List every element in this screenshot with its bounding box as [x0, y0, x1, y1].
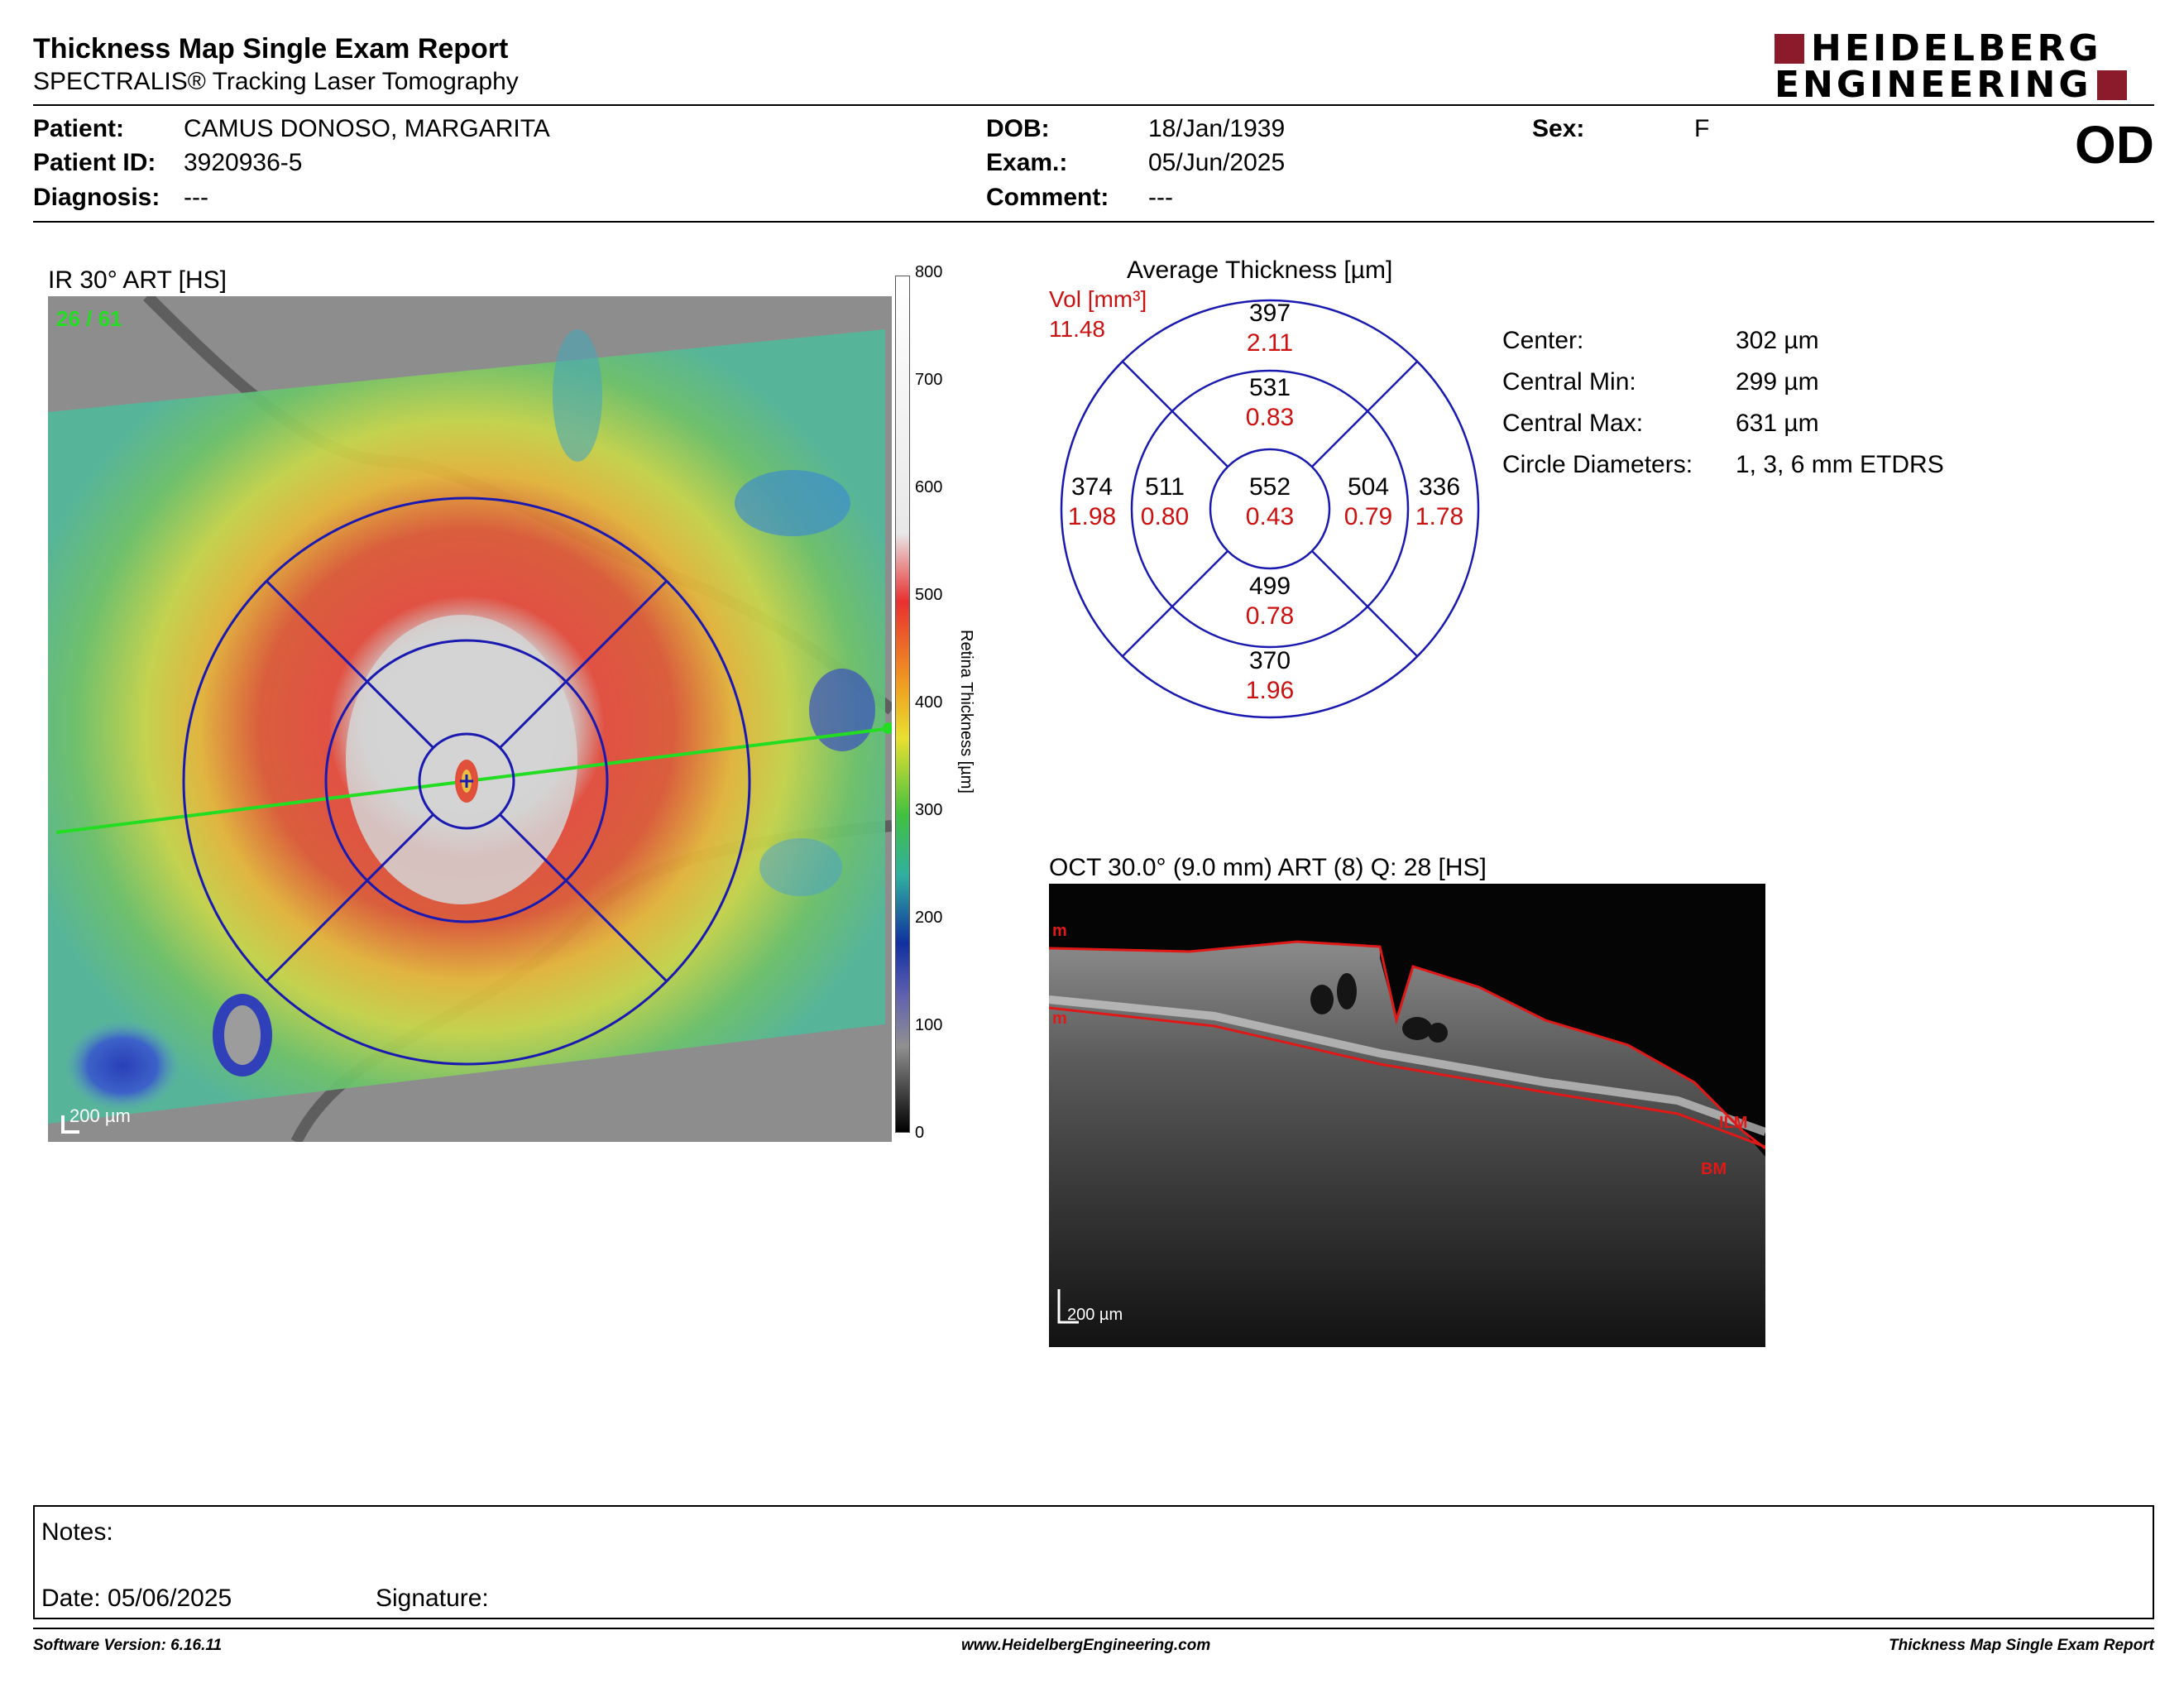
patient-id: 3920936-5	[184, 149, 303, 176]
colorbar-tick: 0	[915, 1124, 925, 1142]
report-subtitle: SPECTRALIS® Tracking Laser Tomography	[33, 68, 519, 95]
exam-date: 05/Jun/2025	[1148, 149, 1286, 176]
inner-inferior-thickness: 499	[1248, 573, 1291, 600]
inner-temporal-thickness: 511	[1145, 473, 1185, 501]
thickness-colorbar	[895, 276, 910, 1133]
colorbar-tick: 600	[915, 478, 943, 496]
patient-label: Patient:	[33, 115, 125, 142]
bm-label: BM	[1701, 1160, 1727, 1178]
metric-label: Circle Diameters:	[1502, 451, 1693, 478]
ir-image-title: IR 30° ART [HS]	[48, 266, 227, 294]
outer-inferior-volume: 1.96	[1245, 677, 1295, 704]
inner-nasal-thickness: 504	[1347, 473, 1390, 501]
signature-label: Signature:	[376, 1585, 489, 1612]
metric-label: Central Max:	[1502, 410, 1644, 437]
logo-line2: ENGINEERING	[1774, 64, 2092, 106]
metric-value: 299 µm	[1736, 368, 1819, 396]
ilm-layer-line	[1048, 940, 1766, 1150]
exam-label: Exam.:	[986, 149, 1068, 176]
ilm-label: ILM	[1719, 1114, 1748, 1132]
center-volume: 0.43	[1245, 503, 1295, 530]
report-title: Thickness Map Single Exam Report	[33, 33, 509, 65]
oct-scale-bar-icon	[1057, 1289, 1079, 1324]
outer-superior-volume: 2.11	[1246, 329, 1294, 357]
scale-bar-icon	[61, 1115, 79, 1134]
inner-superior-thickness: 531	[1248, 374, 1291, 401]
heidelberg-logo: HEIDELBERG ENGINEERING	[1774, 31, 2127, 103]
inner-inferior-volume: 0.78	[1245, 602, 1295, 630]
footer-divider	[33, 1628, 2154, 1629]
etdrs-title: Average Thickness [µm]	[1127, 257, 1393, 284]
website-link[interactable]: www.HeidelbergEngineering.com	[961, 1637, 1211, 1654]
oct-bscan-panel: m m ILM BM 200 µm	[1048, 884, 1767, 1347]
diagnosis-label: Diagnosis:	[33, 184, 160, 211]
comment-value: ---	[1148, 184, 1173, 211]
colorbar-tick: 800	[915, 263, 943, 281]
inner-nasal-volume: 0.79	[1343, 503, 1393, 530]
patient-id-label: Patient ID:	[33, 149, 156, 176]
thickness-map-panel: 26 / 61 200 µm	[48, 292, 896, 1145]
notes-label: Notes:	[41, 1518, 113, 1546]
outer-nasal-thickness: 336	[1418, 473, 1461, 501]
metric-value: 302 µm	[1736, 327, 1819, 354]
patient-name: CAMUS DONOSO, MARGARITA	[184, 115, 550, 142]
sex-value: F	[1694, 115, 1710, 142]
fovea-crosshair-icon	[460, 774, 473, 788]
etdrs-grid	[1060, 299, 1480, 719]
oct-bscan-image	[1048, 940, 1767, 1347]
oct-scale-bar-label: 200 µm	[1067, 1306, 1123, 1324]
etdrs-grid-overlay	[182, 496, 751, 1066]
sex-label: Sex:	[1532, 115, 1585, 142]
colorbar-tick: 200	[915, 909, 943, 927]
metric-label: Central Min:	[1502, 368, 1636, 396]
colorbar-label: Retina Thickness [µm]	[957, 630, 975, 794]
colorbar-tick: 500	[915, 586, 943, 604]
inner-temporal-volume: 0.80	[1140, 503, 1190, 530]
colorbar-tick: 700	[915, 371, 943, 389]
eye-laterality: OD	[2075, 115, 2154, 175]
metric-label: Center:	[1502, 327, 1584, 354]
ir-scale-bar-label: 200 µm	[69, 1105, 131, 1126]
outer-temporal-volume: 1.98	[1067, 503, 1117, 530]
colorbar-ticks: 800 700 600 500 400 300 200 100 0	[915, 263, 948, 1144]
software-version: Software Version: 6.16.11	[33, 1637, 223, 1654]
metric-value: 1, 3, 6 mm ETDRS	[1736, 451, 1944, 478]
diagnosis-value: ---	[184, 184, 208, 211]
colorbar-tick: 400	[915, 693, 943, 712]
dob-label: DOB:	[986, 115, 1050, 142]
comment-label: Comment:	[986, 184, 1109, 211]
center-thickness: 552	[1248, 473, 1291, 501]
inner-superior-volume: 0.83	[1245, 404, 1295, 431]
outer-temporal-thickness: 374	[1070, 473, 1114, 501]
colorbar-tick: 100	[915, 1016, 943, 1034]
metric-value: 631 µm	[1736, 410, 1819, 437]
bm-layer-line	[1048, 1006, 1766, 1149]
footer-report-name: Thickness Map Single Exam Report	[1889, 1637, 2154, 1654]
oct-title: OCT 30.0° (9.0 mm) ART (8) Q: 28 [HS]	[1049, 854, 1487, 881]
vol-label: Vol [mm³]	[1049, 286, 1147, 312]
dob-value: 18/Jan/1939	[1148, 115, 1286, 142]
logo-square-icon	[2096, 70, 2127, 100]
bm-marker-left: m	[1052, 1009, 1067, 1028]
ilm-marker-left: m	[1052, 922, 1067, 940]
header-divider	[33, 104, 2154, 106]
notes-date: Date: 05/06/2025	[41, 1585, 232, 1612]
logo-line1: HEIDELBERG	[1811, 27, 2102, 70]
patient-divider	[33, 221, 2154, 223]
notes-box: Notes: Date: 05/06/2025 Signature:	[33, 1505, 2154, 1619]
frame-counter: 26 / 61	[56, 306, 122, 331]
outer-superior-thickness: 397	[1248, 300, 1291, 327]
colorbar-tick: 300	[915, 801, 943, 819]
vol-total: 11.48	[1049, 316, 1105, 342]
thickness-map-image	[48, 292, 896, 1145]
logo-square-icon	[1774, 34, 1804, 64]
scan-line-end-icon	[883, 722, 894, 734]
outer-inferior-thickness: 370	[1248, 647, 1291, 674]
outer-nasal-volume: 1.78	[1415, 503, 1464, 530]
